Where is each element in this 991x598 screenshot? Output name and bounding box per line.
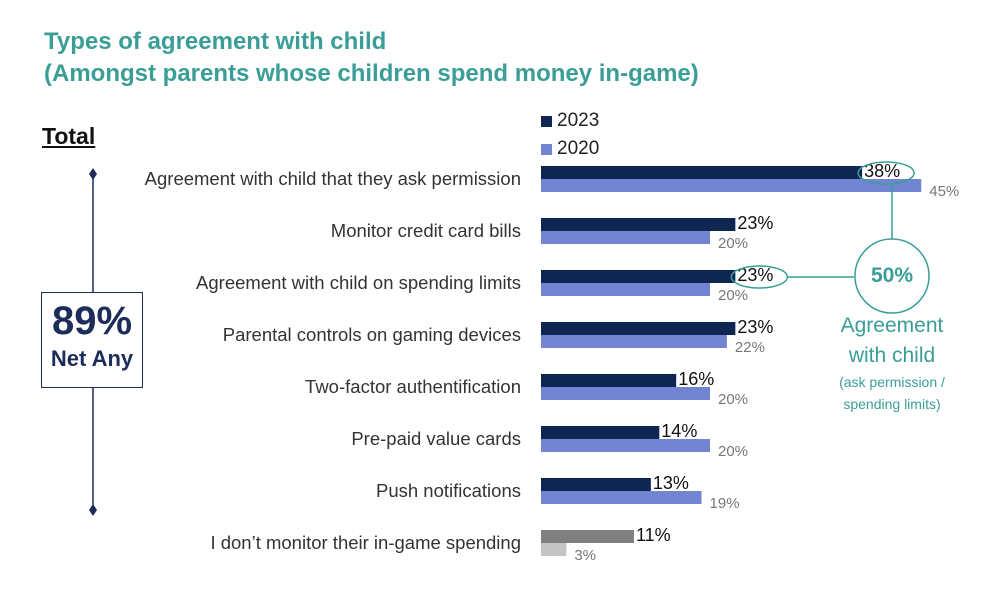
callout-line3: (ask permission / — [839, 374, 945, 390]
data-label-2020: 20% — [718, 391, 748, 408]
category-label: Push notifications — [376, 480, 521, 501]
data-label-2023: 23% — [737, 265, 773, 285]
category-label: Pre-paid value cards — [351, 428, 521, 449]
data-label-2020: 22% — [735, 339, 765, 356]
bar-2023 — [541, 166, 863, 179]
bar-2023 — [541, 218, 736, 231]
category-label: Agreement with child on spending limits — [196, 272, 521, 293]
data-label-2020: 20% — [718, 287, 748, 304]
bar-2020 — [541, 491, 702, 504]
data-label-2020: 3% — [574, 547, 596, 564]
data-label-2023: 16% — [678, 369, 714, 389]
callout-line4: spending limits) — [843, 396, 941, 412]
data-label-2023: 38% — [864, 161, 900, 181]
bar-2020 — [541, 283, 710, 296]
chart-title-line2: (Amongst parents whose children spend mo… — [44, 60, 699, 87]
data-label-2023: 13% — [653, 473, 689, 493]
data-label-2020: 19% — [710, 495, 740, 512]
bar-2023 — [541, 322, 736, 335]
bar-2023 — [541, 270, 736, 283]
legend-swatch-2023 — [541, 115, 552, 127]
bar-2023 — [541, 426, 660, 439]
category-label: I don’t monitor their in-game spending — [210, 532, 521, 553]
data-label-2023: 14% — [661, 421, 697, 441]
legend-swatch-2020 — [541, 143, 552, 155]
data-label-2020: 20% — [718, 235, 748, 252]
category-label: Two-factor authentification — [305, 376, 521, 397]
data-label-2023: 23% — [737, 213, 773, 233]
bar-2020 — [541, 179, 922, 192]
legend-item-2023: 2023 — [541, 110, 599, 132]
category-label: Monitor credit card bills — [331, 220, 521, 241]
bar-2020 — [541, 231, 710, 244]
category-label: Parental controls on gaming devices — [223, 324, 521, 345]
callout-text: Agreement with child (ask permission / s… — [812, 311, 972, 415]
data-label-2023: 23% — [737, 317, 773, 337]
net-label: Net Any — [50, 346, 134, 371]
bar-2023 — [541, 374, 677, 387]
data-label-2023: 11% — [636, 525, 671, 545]
bar-2020 — [541, 387, 710, 400]
bar-2023 — [541, 478, 651, 491]
callout-line1: Agreement — [840, 314, 944, 337]
legend-label-2023: 2023 — [557, 110, 600, 131]
bar-2020 — [541, 543, 567, 556]
legend-item-2020: 2020 — [541, 138, 599, 160]
net-percent: 89% — [51, 299, 133, 343]
net-bracket-top-marker — [89, 168, 97, 180]
section-label: Total — [42, 123, 96, 149]
callout-line2: with child — [848, 344, 936, 367]
callout-percent: 50% — [870, 264, 914, 287]
bar-2020 — [541, 439, 710, 452]
highlight-ellipse — [857, 161, 915, 185]
chart-title-line1: Types of agreement with child — [44, 28, 387, 55]
bar-2020 — [541, 335, 727, 348]
bar-2023 — [541, 530, 634, 543]
legend-label-2020: 2020 — [557, 138, 600, 159]
net-any-box: 89% Net Any — [41, 292, 143, 388]
category-label: Agreement with child that they ask permi… — [145, 168, 521, 189]
net-bracket-bottom-marker — [89, 504, 97, 516]
data-label-2020: 20% — [718, 443, 748, 460]
data-label-2020: 45% — [929, 183, 959, 200]
callout-circle — [854, 238, 930, 314]
